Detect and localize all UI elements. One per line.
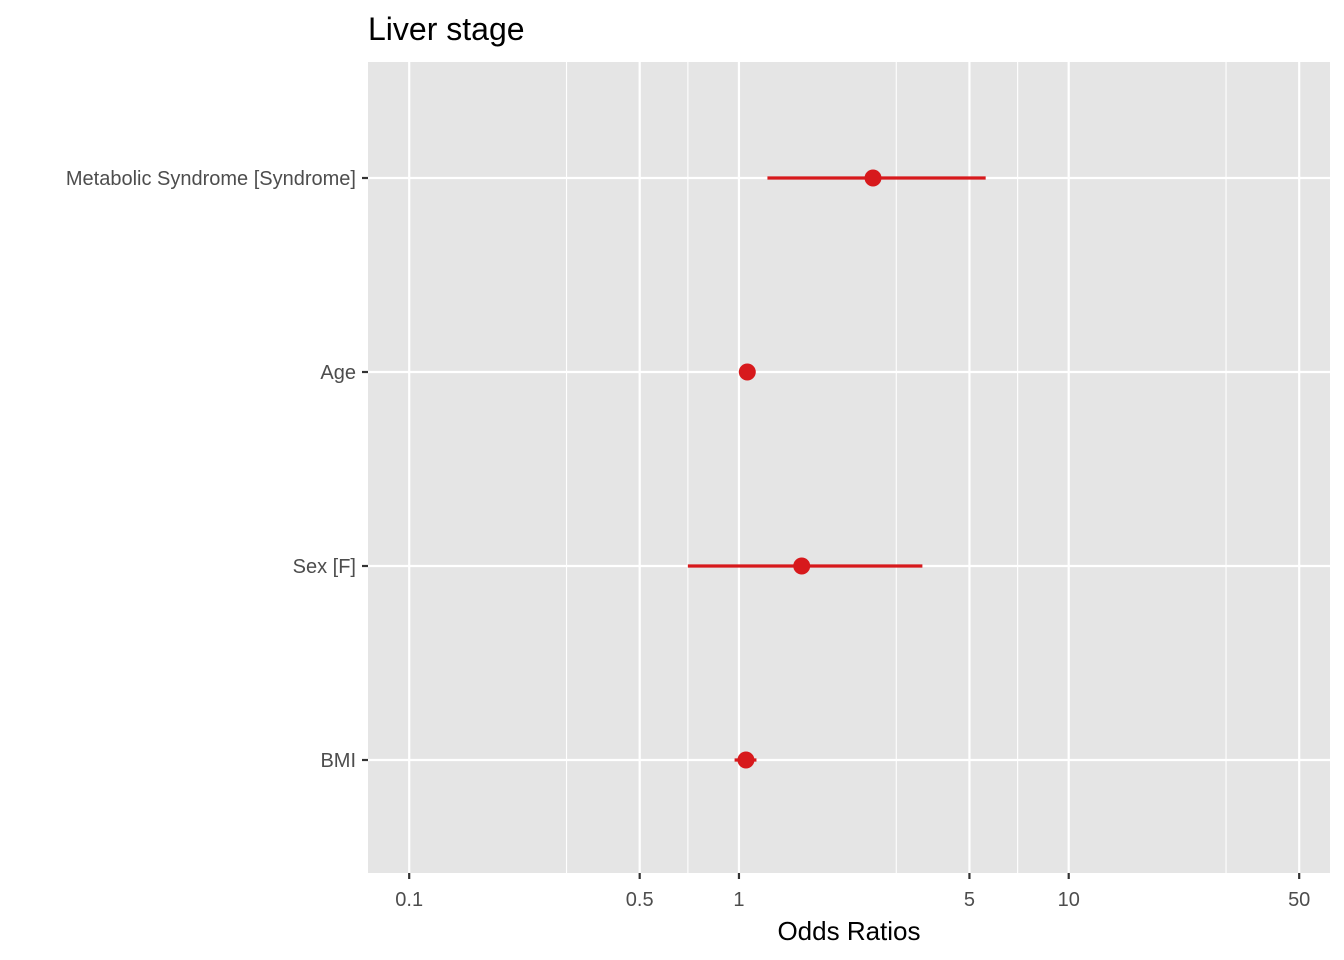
x-axis: 0.1 0.5 1 5 10 50 <box>395 873 1310 911</box>
x-tick-label: 0.1 <box>395 889 423 911</box>
x-tick-label: 0.5 <box>626 889 654 911</box>
y-tick-label: BMI <box>320 750 356 772</box>
estimate-marks <box>687 169 986 769</box>
estimate-point <box>738 363 756 381</box>
y-axis: Metabolic Syndrome [Syndrome] Age Sex [F] B… <box>66 168 368 772</box>
plot-panel <box>368 62 1330 873</box>
estimate-point <box>864 169 882 187</box>
x-tick-label: 10 <box>1058 889 1080 911</box>
estimate-point <box>737 751 755 769</box>
x-tick-label: 50 <box>1288 889 1310 911</box>
chart-title: Liver stage <box>368 11 525 47</box>
y-tick-label: Sex [F] <box>293 556 356 578</box>
x-tick-label: 5 <box>964 889 975 911</box>
x-axis-label: Odds Ratios <box>777 916 920 946</box>
x-tick-label: 1 <box>733 889 744 911</box>
y-tick-label: Age <box>320 362 356 384</box>
y-tick-label: Metabolic Syndrome [Syndrome] <box>66 168 356 190</box>
minor-gridlines <box>565 62 1227 873</box>
estimate-point <box>793 557 811 575</box>
